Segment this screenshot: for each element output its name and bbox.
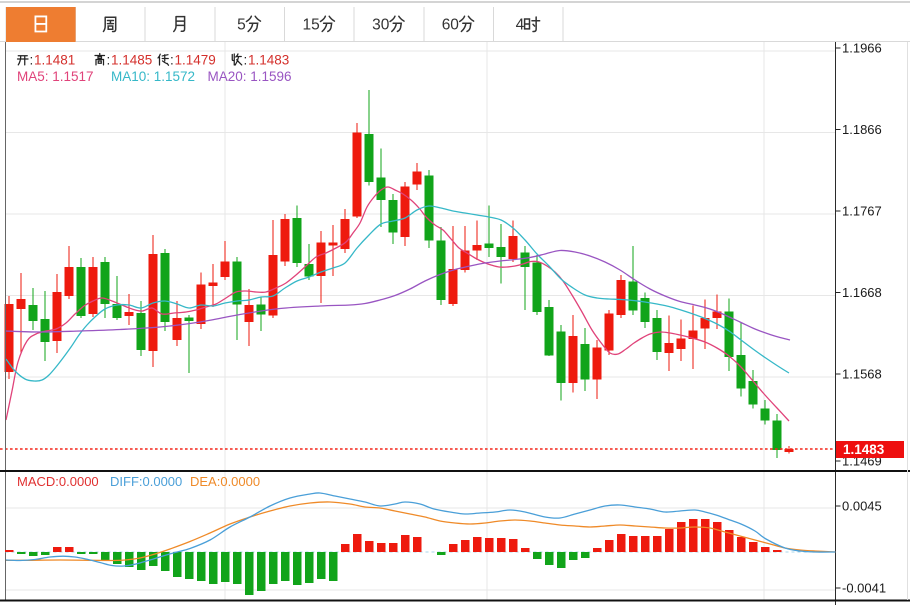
svg-text:1.1481: 1.1481 [34, 53, 75, 68]
svg-text:1.1483: 1.1483 [843, 442, 885, 457]
svg-text:1.1479: 1.1479 [175, 53, 216, 68]
svg-text:1.1668: 1.1668 [842, 285, 882, 300]
svg-text:1.1485: 1.1485 [111, 53, 152, 68]
svg-text:MA5: 1.1517: MA5: 1.1517 [17, 69, 94, 84]
svg-text:MA20: 1.1596: MA20: 1.1596 [208, 69, 292, 84]
svg-text:1.1568: 1.1568 [842, 367, 882, 382]
svg-text:15: 15 [303, 17, 320, 34]
svg-text:30: 30 [372, 17, 390, 34]
svg-text:0.0045: 0.0045 [842, 499, 882, 514]
svg-text:5: 5 [237, 17, 246, 34]
svg-text:60: 60 [442, 17, 460, 34]
svg-text:-0.0041: -0.0041 [842, 581, 886, 596]
svg-text:1.1966: 1.1966 [842, 41, 882, 56]
svg-text:MA10: 1.1572: MA10: 1.1572 [111, 69, 195, 84]
svg-text:DEA:0.0000: DEA:0.0000 [190, 474, 260, 489]
svg-text::: : [30, 53, 34, 68]
svg-text::: : [244, 53, 248, 68]
svg-text:DIFF:0.0000: DIFF:0.0000 [110, 474, 182, 489]
svg-text:1.1767: 1.1767 [842, 204, 882, 219]
svg-text:4: 4 [516, 17, 525, 34]
svg-text::: : [170, 53, 174, 68]
svg-text:1.1866: 1.1866 [842, 122, 882, 137]
svg-text::: : [107, 53, 111, 68]
svg-text:1.1483: 1.1483 [248, 53, 289, 68]
svg-text:MACD:0.0000: MACD:0.0000 [17, 474, 99, 489]
